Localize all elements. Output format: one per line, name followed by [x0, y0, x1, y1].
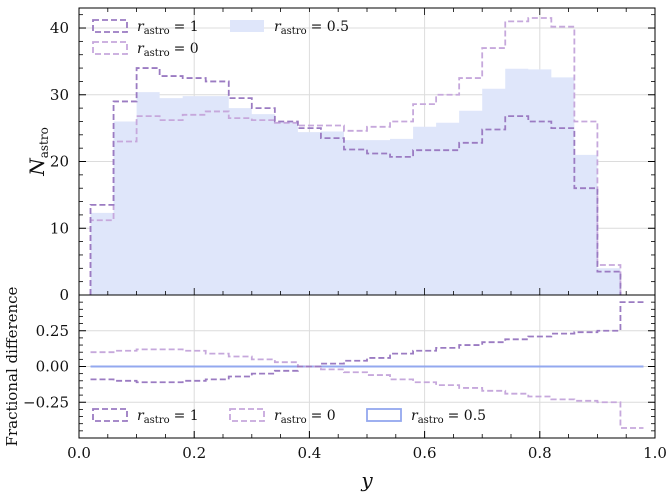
x-axis-label: y: [360, 468, 373, 492]
y-axis-label-top: Nastro: [25, 127, 51, 177]
y-tick-label: 0: [59, 286, 69, 304]
hist-r0-step: [89, 17, 622, 295]
y-tick-label: −0.25: [23, 393, 69, 411]
hist-r05-filled: [90, 68, 621, 295]
x-tick-label: 0.8: [528, 444, 552, 462]
legend-label-r05: rastro = 0.5: [274, 19, 349, 37]
legend-label-r05: rastro = 0.5: [411, 408, 486, 426]
legend-swatch-r1: [92, 408, 128, 422]
x-tick-label: 1.0: [643, 444, 667, 462]
legend-swatch-r0: [229, 408, 265, 422]
frac-r0-step: [90, 348, 644, 429]
y-axis-label-bottom: Fractional difference: [3, 286, 21, 446]
bottom-frame: [78, 294, 656, 439]
legend-swatch-r1: [92, 19, 128, 33]
legend-swatch-r05: [230, 20, 264, 32]
x-tick-label: 0.0: [67, 444, 91, 462]
x-tick-label: 0.2: [182, 444, 206, 462]
y-tick-label: 30: [50, 86, 69, 104]
y-tick-label: 20: [50, 153, 69, 171]
y-tick-label: 10: [50, 219, 69, 237]
legend-label-r1: rastro = 1: [137, 19, 199, 37]
bottom-panel: −0.25 0.00 0.25 0.0 0.2 0.4 0.6 0.8 1.0 Fractiona…: [3, 286, 667, 492]
y-tick-label: 0.00: [36, 358, 69, 376]
frac-r1-step: [90, 301, 644, 384]
hist-r1-step: [89, 67, 622, 295]
x-tick-label: 0.6: [413, 444, 437, 462]
x-tick-label: 0.4: [297, 444, 321, 462]
legend-swatch-r0: [92, 41, 128, 55]
y-tick-label: 40: [50, 19, 69, 37]
legend-swatch-r05: [366, 408, 402, 422]
top-panel: 0 10 20 30 40 Nastro rastro = 1 rastro = 0 rastro =…: [25, 7, 656, 304]
y-tick-label: 0.25: [36, 322, 69, 340]
legend-label-r0: rastro = 0: [274, 408, 336, 426]
legend-label-r1: rastro = 1: [137, 408, 199, 426]
legend-label-r0: rastro = 0: [137, 41, 199, 59]
